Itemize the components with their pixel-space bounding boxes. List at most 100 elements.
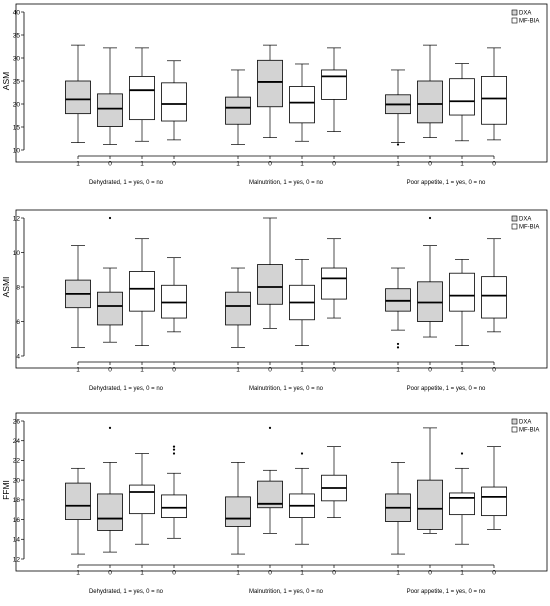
x-tick-label: 1 <box>76 161 80 168</box>
box-mf-bia-1 <box>449 452 475 545</box>
outlier-point <box>300 452 304 455</box>
x-tick-label: 0 <box>492 570 496 577</box>
box-dxa-0 <box>97 426 123 553</box>
y-tick-label: 26 <box>13 418 21 425</box>
outlier-point <box>396 143 400 146</box>
x-tick-label: 1 <box>236 161 240 168</box>
box-dxa-1 <box>385 462 411 555</box>
x-tick-label: 1 <box>396 161 400 168</box>
x-tick-label: 0 <box>332 161 336 168</box>
legend-swatch-mf-bia <box>511 223 518 230</box>
box-dxa-0 <box>97 216 123 343</box>
x-tick-label: 1 <box>460 367 464 374</box>
x-tick-label: 1 <box>460 570 464 577</box>
legend: DXA MF-BIA <box>511 9 539 25</box>
outlier-point <box>172 452 176 455</box>
x-tick-label: 1 <box>396 367 400 374</box>
iqr-box <box>161 82 187 122</box>
y-tick-label: 10 <box>13 250 21 257</box>
outlier-point <box>396 346 400 349</box>
group-label: Dehydrated, 1 = yes, 0 = no <box>89 386 164 392</box>
legend-swatch-mf-bia <box>511 426 518 433</box>
y-axis-label: FFMI <box>1 480 11 500</box>
y-tick-label: 6 <box>16 319 20 326</box>
y-axis-label: ASMI <box>1 277 11 298</box>
outlier-point <box>428 216 432 220</box>
group-label: Poor appetite, 1 = yes, 0 = no <box>407 589 486 595</box>
panel-frame <box>15 412 548 572</box>
x-tick-label: 0 <box>332 367 336 374</box>
iqr-box <box>129 484 155 515</box>
box-mf-bia-0 <box>321 446 347 518</box>
group-label: Dehydrated, 1 = yes, 0 = no <box>89 589 164 595</box>
box-mf-bia-0 <box>161 60 187 141</box>
x-tick-label: 0 <box>268 570 272 577</box>
box-mf-bia-0 <box>481 446 507 530</box>
iqr-box <box>321 267 347 300</box>
iqr-box <box>289 86 315 124</box>
iqr-box <box>449 492 475 516</box>
group-label: Malnutrition, 1 = yes, 0 = no <box>249 386 324 392</box>
legend-entry-mf-bia: MF-BIA <box>519 225 539 231</box>
box-mf-bia-0 <box>161 445 187 539</box>
legend-swatch-dxa <box>511 215 518 222</box>
iqr-box <box>257 264 283 305</box>
iqr-box <box>97 493 123 531</box>
x-tick-label: 0 <box>268 161 272 168</box>
box-dxa-0 <box>257 217 283 329</box>
x-tick-label: 0 <box>108 367 112 374</box>
iqr-box <box>65 80 91 115</box>
y-axis-label: ASM <box>1 72 11 90</box>
x-tick-label: 0 <box>428 367 432 374</box>
box-mf-bia-1 <box>129 238 155 346</box>
legend-entry-dxa: DXA <box>519 11 531 17</box>
legend-entry-dxa: DXA <box>519 420 531 426</box>
panel-frame <box>15 209 548 369</box>
x-tick-label: 0 <box>172 367 176 374</box>
x-tick-label: 1 <box>76 367 80 374</box>
outlier-point <box>460 452 464 455</box>
y-tick-label: 8 <box>16 284 20 291</box>
legend: DXA MF-BIA <box>511 215 539 231</box>
y-tick-label: 15 <box>13 124 21 131</box>
y-tick-label: 30 <box>13 55 21 62</box>
group-label: Poor appetite, 1 = yes, 0 = no <box>407 180 486 186</box>
box-dxa-0 <box>257 44 283 138</box>
box-mf-bia-1 <box>129 47 155 142</box>
x-tick-label: 1 <box>300 161 304 168</box>
x-tick-label: 0 <box>492 161 496 168</box>
x-tick-label: 0 <box>108 570 112 577</box>
box-mf-bia-1 <box>289 452 315 545</box>
legend: DXA MF-BIA <box>511 418 539 434</box>
y-tick-label: 16 <box>13 517 21 524</box>
iqr-box <box>97 291 123 326</box>
iqr-box <box>481 486 507 517</box>
box-mf-bia-0 <box>481 47 507 141</box>
box-mf-bia-1 <box>289 63 315 142</box>
x-tick-label: 1 <box>300 570 304 577</box>
iqr-box <box>225 96 251 125</box>
group-label: Poor appetite, 1 = yes, 0 = no <box>407 386 486 392</box>
y-tick-label: 25 <box>13 78 21 85</box>
box-dxa-1 <box>225 462 251 555</box>
iqr-box <box>257 59 283 108</box>
box-dxa-0 <box>257 426 283 534</box>
x-tick-label: 0 <box>428 570 432 577</box>
x-tick-label: 0 <box>332 570 336 577</box>
box-mf-bia-0 <box>321 238 347 319</box>
x-tick-label: 1 <box>460 161 464 168</box>
box-mf-bia-0 <box>481 238 507 333</box>
box-dxa-1 <box>225 69 251 145</box>
legend-entry-mf-bia: MF-BIA <box>519 19 539 25</box>
box-mf-bia-1 <box>129 453 155 545</box>
legend-swatch-mf-bia <box>511 17 518 24</box>
x-tick-label: 1 <box>76 570 80 577</box>
iqr-box <box>417 479 443 530</box>
x-tick-label: 0 <box>492 367 496 374</box>
chart-panel-3: 12 14 16 18 20 22 24 26 FFMI DXA MF-BIA 1 0 1 0 Dehydra… <box>1 412 548 595</box>
box-dxa-1 <box>225 267 251 348</box>
y-tick-label: 22 <box>13 458 21 465</box>
outlier-point <box>108 216 112 220</box>
iqr-box <box>481 76 507 125</box>
